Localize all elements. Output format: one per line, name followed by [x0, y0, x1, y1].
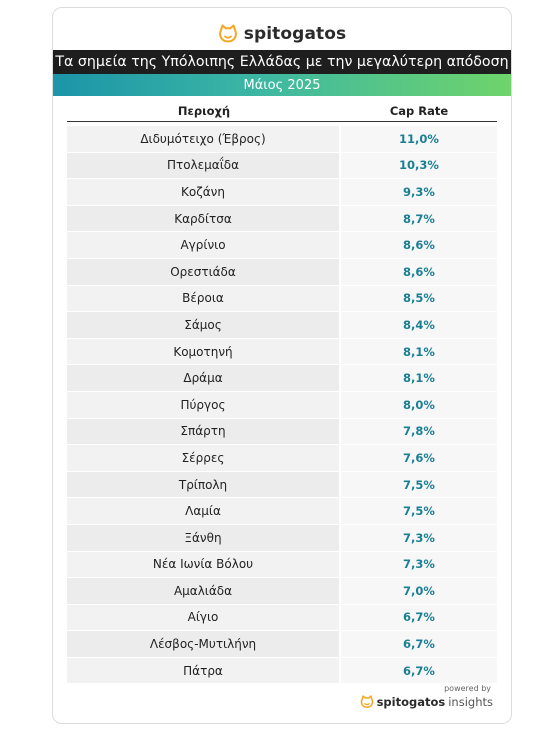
area-cell: Σέρρες	[67, 445, 339, 471]
cap-rate-cell: 7,5%	[341, 471, 497, 498]
area-cell: Πάτρα	[67, 657, 339, 684]
cap-rate-cell: 6,7%	[341, 657, 497, 684]
area-cell: Πύργος	[67, 391, 339, 418]
cap-rate-cell: 10,3%	[341, 152, 497, 179]
area-cell: Διδυμότειχο (Έβρος)	[67, 126, 339, 152]
cap-rate-cell: 7,6%	[341, 445, 497, 471]
table-row: Λαμία 7,5%	[67, 498, 497, 525]
area-cell: Σάμος	[67, 312, 339, 338]
cap-rate-cell: 6,7%	[341, 604, 497, 631]
area-cell: Αμαλιάδα	[67, 578, 339, 604]
cap-rate-cell: 7,5%	[341, 498, 497, 524]
area-cell: Κομοτηνή	[67, 338, 339, 365]
table-row: Πύργος 8,0%	[67, 391, 497, 419]
table-row: Ξάνθη 7,3%	[67, 524, 497, 552]
cap-rate-cell: 8,6%	[341, 232, 497, 258]
table-row: Αμαλιάδα 7,0%	[67, 578, 497, 605]
table-row: Πτολεμαΐδα 10,3%	[67, 152, 497, 180]
table-row: Διδυμότειχο (Έβρος) 11,0%	[67, 126, 497, 153]
area-cell: Σπάρτη	[67, 418, 339, 445]
page-subtitle: Μάιος 2025	[53, 74, 511, 96]
powered-by-label: powered by	[444, 684, 491, 693]
cap-rate-cell: 9,3%	[341, 179, 497, 205]
cat-head-icon	[360, 695, 373, 709]
table-row: Λέσβος-Μυτιλήνη 6,7%	[67, 631, 497, 658]
cap-rate-cell: 6,7%	[341, 631, 497, 657]
area-cell: Τρίπολη	[67, 471, 339, 498]
cap-rate-cell: 8,7%	[341, 205, 497, 232]
area-cell: Καρδίτσα	[67, 205, 339, 232]
table-row: Δράμα 8,1%	[67, 365, 497, 392]
table-row: Τρίπολη 7,5%	[67, 471, 497, 499]
area-cell: Λέσβος-Μυτιλήνη	[67, 631, 339, 657]
cap-rate-cell: 8,4%	[341, 312, 497, 338]
area-cell: Αίγιο	[67, 604, 339, 631]
area-cell: Κοζάνη	[67, 179, 339, 205]
cat-head-icon	[218, 24, 237, 43]
cap-rate-table: Περιοχή Cap Rate Διδυμότειχο (Έβρος) 11,0…	[67, 100, 497, 685]
cap-rate-cell: 8,1%	[341, 338, 497, 365]
table-row: Καρδίτσα 8,7%	[67, 205, 497, 233]
cap-rate-cell: 7,3%	[341, 524, 497, 551]
table-row: Σάμος 8,4%	[67, 312, 497, 339]
cap-rate-cell: 7,3%	[341, 551, 497, 578]
table-row: Αγρίνιο 8,6%	[67, 232, 497, 259]
table-row: Κομοτηνή 8,1%	[67, 338, 497, 366]
cap-rate-cell: 8,6%	[341, 258, 497, 285]
table-header: Περιοχή Cap Rate	[67, 100, 497, 122]
footer-brand: spitogatos insights	[360, 695, 493, 709]
cap-rate-cell: 8,0%	[341, 391, 497, 418]
area-cell: Πτολεμαΐδα	[67, 152, 339, 179]
column-header-cap-rate: Cap Rate	[389, 103, 449, 118]
table-row: Κοζάνη 9,3%	[67, 179, 497, 206]
column-header-area: Περιοχή	[177, 103, 231, 118]
area-cell: Ορεστιάδα	[67, 258, 339, 285]
cap-rate-cell: 8,5%	[341, 285, 497, 312]
brand-header: spitogatos	[53, 22, 511, 46]
infographic-card: spitogatos Τα σημεία της Υπόλοιπης Ελλάδ…	[52, 7, 512, 724]
area-cell: Νέα Ιωνία Βόλου	[67, 551, 339, 578]
table-row: Σέρρες 7,6%	[67, 445, 497, 472]
table-row: Σπάρτη 7,8%	[67, 418, 497, 446]
area-cell: Ξάνθη	[67, 524, 339, 551]
footer-brand-suffix: insights	[448, 695, 493, 709]
page-title: Τα σημεία της Υπόλοιπης Ελλάδας με την μ…	[53, 50, 511, 74]
area-cell: Δράμα	[67, 365, 339, 391]
powered-by-footer: powered by spitogatos insights	[360, 684, 493, 709]
table-row: Ορεστιάδα 8,6%	[67, 258, 497, 286]
brand-name: spitogatos	[243, 24, 347, 44]
area-cell: Αγρίνιο	[67, 232, 339, 258]
table-row: Αίγιο 6,7%	[67, 604, 497, 632]
footer-brand-name: spitogatos	[376, 695, 446, 709]
table-row: Βέροια 8,5%	[67, 285, 497, 313]
cap-rate-cell: 11,0%	[341, 126, 497, 152]
cap-rate-cell: 7,0%	[341, 578, 497, 604]
table-body: Διδυμότειχο (Έβρος) 11,0% Πτολεμαΐδα 10,3% Κ…	[67, 126, 497, 685]
area-cell: Λαμία	[67, 498, 339, 524]
area-cell: Βέροια	[67, 285, 339, 312]
table-row: Νέα Ιωνία Βόλου 7,3%	[67, 551, 497, 579]
cap-rate-cell: 8,1%	[341, 365, 497, 391]
table-row: Πάτρα 6,7%	[67, 657, 497, 685]
cap-rate-cell: 7,8%	[341, 418, 497, 445]
